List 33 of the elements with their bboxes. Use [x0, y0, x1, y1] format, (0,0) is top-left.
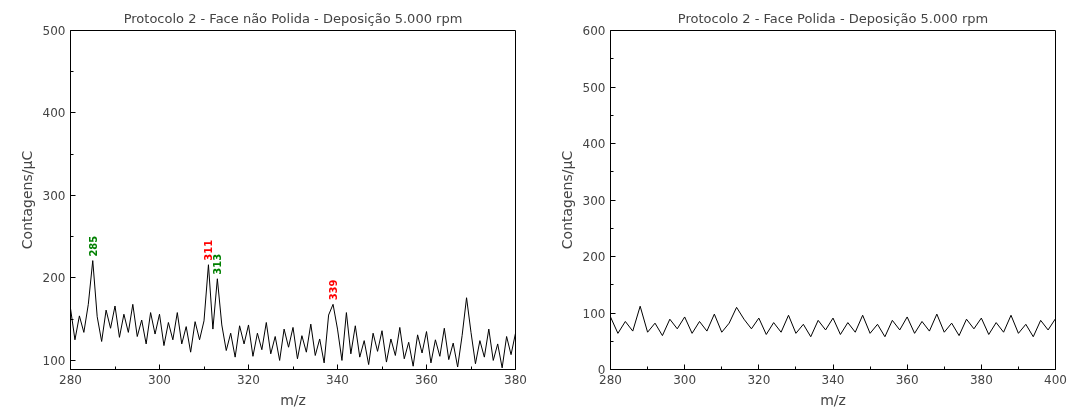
annotation: 285	[87, 235, 99, 257]
annotation: 313	[212, 253, 224, 275]
annotation: 311	[203, 239, 215, 261]
x-axis-title: m/z	[280, 391, 306, 408]
chart-title: Protocolo 2 - Face Polida - Deposição 5.000 rpm	[677, 10, 989, 26]
y-tick-label: 300	[582, 193, 606, 208]
x-tick-label: 320	[237, 372, 260, 387]
y-tick-label: 100	[42, 353, 66, 368]
y-tick-label: 600	[582, 24, 606, 38]
y-tick-label: 400	[582, 137, 606, 151]
y-axis-title: Contagens/μC	[558, 150, 575, 250]
x-tick-label: 300	[673, 372, 697, 387]
x-tick-label: 380	[504, 372, 527, 387]
x-tick-label: 300	[148, 372, 171, 387]
y-tick-label: 300	[42, 188, 66, 203]
y-tick-label: 400	[42, 106, 66, 121]
y-axis-title: Contagens/μC	[18, 150, 35, 250]
chart-title: Protocolo 2 - Face não Polida - Deposição 5.000 rpm	[123, 10, 463, 26]
y-tick-label: 100	[582, 306, 606, 321]
x-tick-label: 380	[969, 372, 993, 387]
x-tick-label: 400	[1044, 372, 1067, 387]
x-axis-title: m/z	[820, 391, 846, 408]
y-tick-label: 200	[582, 250, 606, 264]
y-tick-label: 500	[42, 24, 66, 38]
y-tick-label: 500	[582, 80, 606, 95]
annotation: 339	[328, 279, 340, 301]
x-tick-label: 360	[415, 372, 438, 387]
x-tick-label: 340	[821, 372, 845, 387]
x-tick-label: 340	[326, 372, 349, 387]
x-tick-label: 360	[895, 372, 919, 387]
y-tick-label: 200	[42, 271, 66, 286]
x-tick-label: 280	[59, 372, 82, 387]
x-tick-label: 320	[747, 372, 771, 387]
